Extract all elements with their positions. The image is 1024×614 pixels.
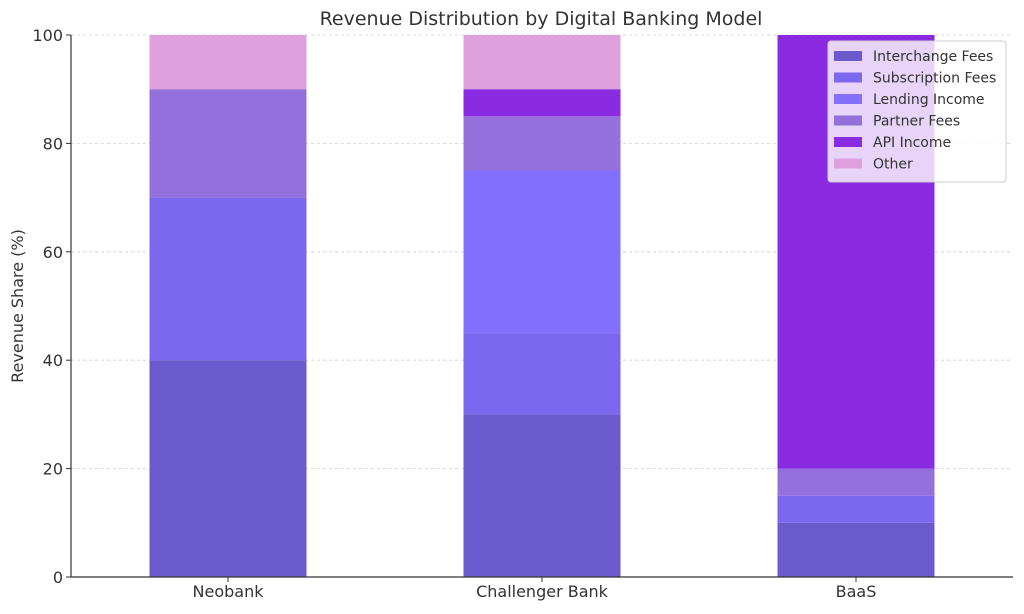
bar-segment [463, 89, 621, 117]
legend: Interchange Fees Subscription Fees Lending… [827, 40, 1007, 183]
legend-box [827, 40, 1007, 183]
bar-segment [149, 35, 307, 90]
bar-segment [777, 522, 935, 577]
legend-swatch [834, 94, 862, 104]
bar-segment [777, 495, 935, 523]
legend-label: Interchange Fees [873, 49, 993, 65]
legend-swatch [834, 137, 862, 147]
x-tick-label: Neobank [193, 582, 265, 601]
legend-label: API Income [873, 135, 951, 151]
bar-segment [149, 360, 307, 577]
bar-segment [149, 197, 307, 361]
bars [149, 35, 935, 577]
bar-segment [463, 35, 621, 90]
y-tick-label: 80 [43, 134, 63, 153]
bar-segment [463, 414, 621, 577]
legend-swatch [834, 115, 862, 126]
y-tick-label: 0 [53, 568, 63, 587]
bar-segment [463, 170, 621, 334]
bar-segment [777, 468, 935, 496]
x-tick-label: Challenger Bank [476, 582, 609, 601]
legend-label: Other [873, 157, 913, 173]
bar-segment [463, 116, 621, 171]
y-tick-label: 60 [43, 243, 63, 262]
bar-segment [463, 333, 621, 415]
y-tick-label: 20 [43, 460, 63, 479]
x-tick-label: BaaS [836, 582, 877, 601]
axes: 0 20 40 60 80 100 Neobank Challenger Bank BaaS [32, 26, 1013, 601]
y-tick-label: 40 [43, 351, 63, 370]
bar-segment [149, 89, 307, 198]
legend-label: Subscription Fees [873, 71, 996, 87]
legend-swatch [834, 51, 862, 61]
legend-swatch [834, 158, 862, 169]
chart-title: Revenue Distribution by Digital Banking … [320, 8, 763, 30]
legend-label: Lending Income [873, 92, 985, 108]
y-axis-label: Revenue Share (%) [8, 229, 27, 383]
legend-swatch [834, 72, 862, 83]
legend-label: Partner Fees [873, 114, 960, 130]
y-tick-label: 100 [32, 26, 63, 45]
